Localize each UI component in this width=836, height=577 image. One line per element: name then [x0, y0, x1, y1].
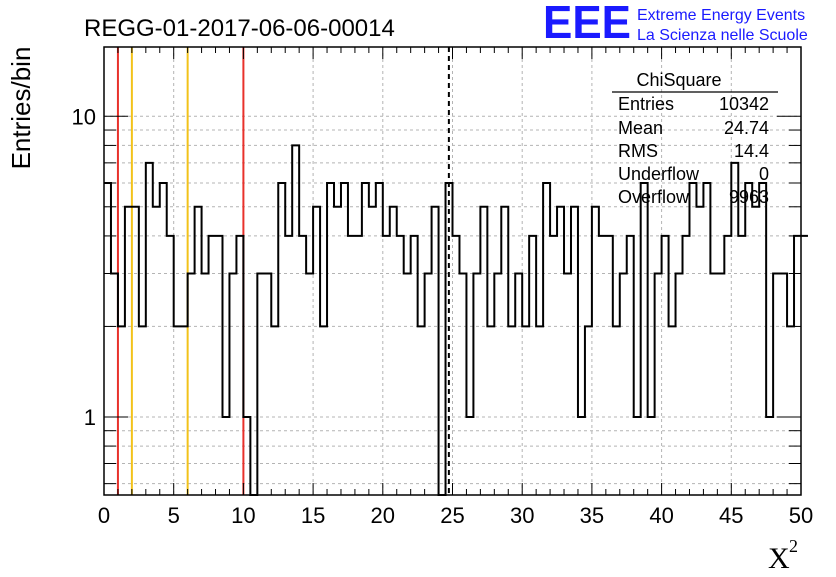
logo-mark: EEE	[543, 0, 631, 48]
histogram-series	[104, 144, 808, 496]
x-tick-label: 10	[231, 503, 255, 528]
stats-entries-value: 10342	[719, 94, 769, 114]
stats-overflow-value: 9963	[729, 187, 769, 207]
stats-entries-label: Entries	[618, 94, 674, 114]
histogram	[104, 144, 808, 496]
x-tick-label: 45	[719, 503, 743, 528]
x-tick-label: 35	[580, 503, 604, 528]
chart-title: REGG-01-2017-06-06-00014	[84, 15, 395, 42]
x-tick-label: 0	[98, 503, 110, 528]
y-tick-label: 10	[72, 104, 96, 129]
stats-mean-label: Mean	[618, 118, 663, 138]
stats-rms-label: RMS	[618, 141, 658, 161]
stats-overflow-label: Overflow	[618, 187, 690, 207]
stats-box: ChiSquare Entries 10342 Mean 24.74 RMS 1…	[612, 70, 778, 207]
stats-rms-value: 14.4	[734, 141, 769, 161]
y-tick-label: 1	[84, 405, 96, 430]
logo-line1: Extreme Energy Events	[637, 7, 805, 24]
x-tick-label: 40	[649, 503, 673, 528]
x-tick-label: 15	[301, 503, 325, 528]
x-axis-label-sup: 2	[789, 536, 798, 556]
stats-underflow-value: 0	[759, 164, 769, 184]
axes: 0 5 10 15 20 25 30 35 40 45 50 1 10	[72, 46, 813, 528]
logo-line2: La Scienza nelle Scuole	[637, 27, 808, 44]
eee-logo: EEE Extreme Energy Events La Scienza nel…	[543, 0, 808, 48]
stats-underflow-label: Underflow	[618, 164, 700, 184]
x-tick-label: 30	[510, 503, 534, 528]
stats-mean-value: 24.74	[724, 118, 769, 138]
stats-title: ChiSquare	[636, 70, 721, 90]
y-axis-label: Entries/bin	[6, 47, 36, 170]
x-tick-label: 5	[168, 503, 180, 528]
x-axis-label: X 2	[768, 536, 798, 575]
x-tick-label: 20	[371, 503, 395, 528]
x-tick-label: 50	[789, 503, 813, 528]
x-axis-label-main: X	[768, 542, 790, 572]
x-tick-label: 25	[440, 503, 464, 528]
